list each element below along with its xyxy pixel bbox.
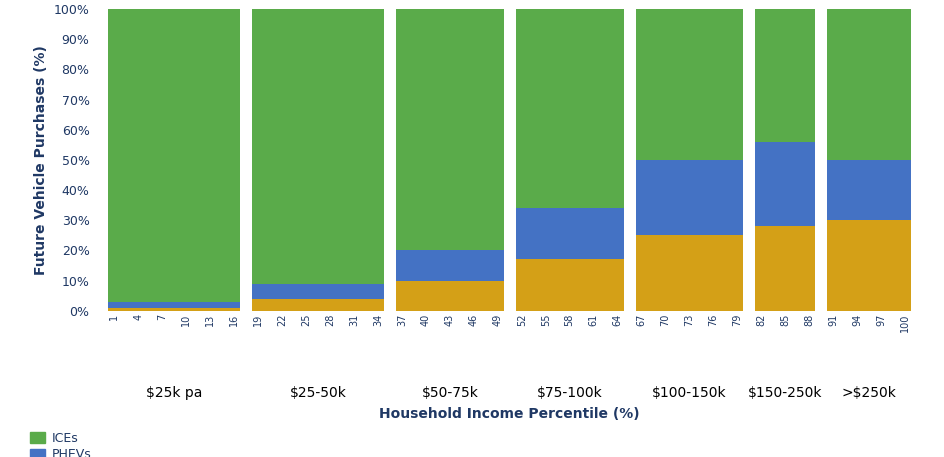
Bar bbox=[755, 142, 816, 226]
Bar bbox=[635, 235, 744, 311]
Bar bbox=[515, 208, 624, 260]
Legend: ICEs, PHEVs, BEVs: ICEs, PHEVs, BEVs bbox=[30, 431, 91, 457]
Bar bbox=[396, 250, 504, 281]
Bar bbox=[827, 160, 911, 220]
Bar bbox=[396, 9, 504, 250]
Bar bbox=[252, 284, 384, 299]
X-axis label: Household Income Percentile (%): Household Income Percentile (%) bbox=[379, 407, 640, 421]
Bar bbox=[109, 9, 240, 302]
Bar bbox=[109, 302, 240, 308]
Bar bbox=[827, 9, 911, 160]
Bar bbox=[252, 299, 384, 311]
Bar bbox=[109, 308, 240, 311]
Bar bbox=[515, 9, 624, 208]
Bar bbox=[635, 160, 744, 235]
Bar bbox=[515, 260, 624, 311]
Bar bbox=[755, 9, 816, 142]
Bar bbox=[396, 281, 504, 311]
Bar bbox=[635, 9, 744, 160]
Y-axis label: Future Vehicle Purchases (%): Future Vehicle Purchases (%) bbox=[34, 45, 48, 275]
Bar bbox=[252, 9, 384, 284]
Bar bbox=[827, 220, 911, 311]
Bar bbox=[755, 226, 816, 311]
